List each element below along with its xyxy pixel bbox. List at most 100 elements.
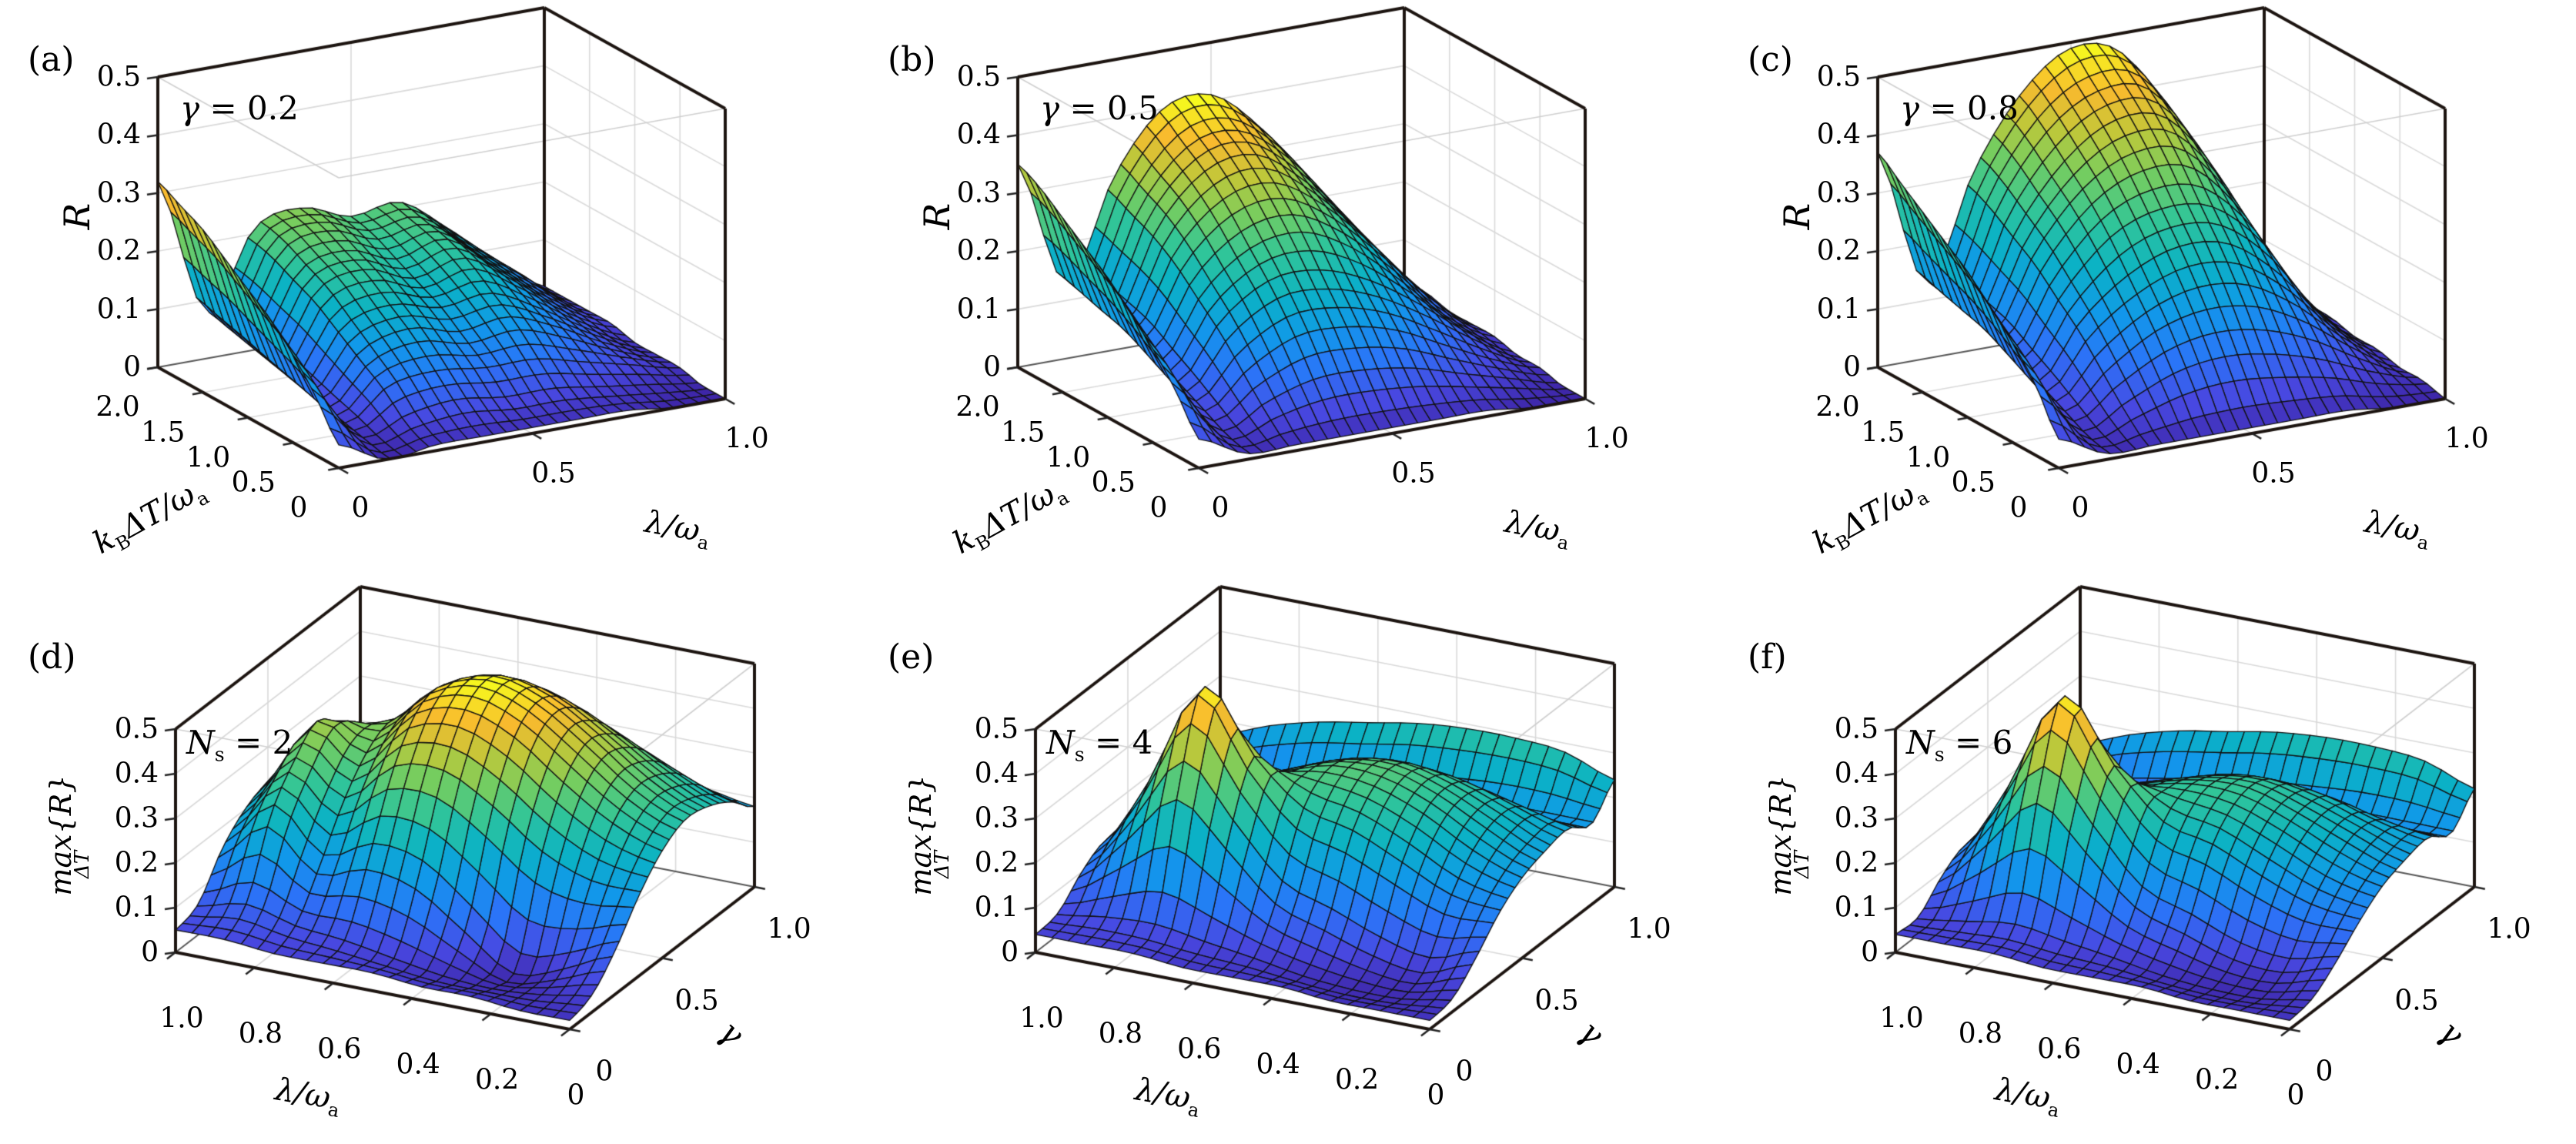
tick-label: 1.0 [1879, 1002, 1924, 1035]
tick-label: 0.1 [1816, 293, 1861, 326]
tick-label: 1.0 [724, 423, 769, 455]
tick-label: 0.4 [114, 758, 159, 790]
tick-label: 0.1 [96, 293, 141, 326]
tick-label: 0.5 [1091, 467, 1136, 499]
tick-label: 1.5 [1861, 416, 1905, 449]
tick-label: 1.0 [186, 442, 231, 473]
tick-label: 0.2 [956, 235, 1001, 267]
tick-label: 1.0 [2444, 423, 2489, 455]
tick-label: 2.0 [955, 391, 1000, 423]
tick-label: 0.2 [474, 1064, 520, 1096]
tick-label: 0.5 [956, 61, 1001, 93]
tick-label: 0 [351, 492, 370, 524]
tick-label: 0.2 [1834, 847, 1878, 879]
tick-label: 0.5 [2251, 457, 2296, 490]
tick-label: 0.1 [1834, 891, 1878, 924]
tick-label: 0 [141, 936, 159, 968]
tick-label: 0.5 [1816, 61, 1861, 93]
tick-label: 0.5 [1534, 985, 1579, 1016]
panel-f-letter: (f) [1748, 637, 1787, 677]
tick-label: 0 [2287, 1079, 2305, 1112]
panel-b-z-axis-label: R [916, 202, 958, 230]
panel-f-z-axis-label: max{R} ΔT [1764, 774, 1814, 896]
tick-label: 1.0 [2487, 913, 2531, 945]
tick-label: 0.5 [1951, 467, 1996, 499]
tick-label: 0.6 [1177, 1033, 1222, 1065]
tick-label: 1.5 [141, 416, 186, 449]
tick-label: 0.5 [674, 985, 719, 1016]
tick-label: 0.5 [1834, 713, 1878, 745]
tick-label: 0.4 [2116, 1049, 2160, 1081]
tick-label: 0.8 [1958, 1018, 2003, 1050]
tick-label: 0.3 [96, 177, 141, 209]
panel-c-annotation: γ = 0.8 [1900, 89, 2019, 127]
tick-label: 0.2 [96, 235, 141, 267]
tick-label: 0.6 [2037, 1033, 2082, 1065]
tick-label: 1.5 [1001, 416, 1045, 449]
tick-label: 1.0 [1905, 442, 1951, 473]
tick-label: 0 [1861, 936, 1878, 968]
tick-label: 0 [123, 351, 141, 383]
tick-label: 1.0 [1045, 442, 1091, 473]
tick-label: 0 [595, 1055, 614, 1088]
tick-label: 1.0 [1584, 423, 1629, 455]
tick-label: 0.3 [1816, 177, 1861, 209]
tick-label: 0.2 [1816, 235, 1861, 267]
panel-c-z-axis-label: R [1776, 202, 1818, 230]
panel-b-letter: (b) [888, 40, 936, 79]
tick-label: 0 [1001, 936, 1019, 968]
tick-label: 0.5 [2394, 985, 2439, 1016]
tick-label: 0.5 [1391, 457, 1436, 490]
tick-label: 0.4 [974, 758, 1019, 790]
tick-label: 0.8 [1098, 1018, 1143, 1050]
tick-label: 0.2 [114, 847, 159, 879]
tick-label: 0 [289, 492, 308, 524]
panel-e-letter: (e) [888, 637, 935, 677]
tick-label: 0.4 [956, 119, 1001, 151]
tick-label: 0 [2009, 492, 2028, 524]
tick-label: 0 [1211, 492, 1229, 524]
tick-label: 0.4 [396, 1049, 440, 1081]
tick-label: 0.8 [238, 1018, 283, 1050]
tick-label: 0.6 [317, 1033, 362, 1065]
panel-d-letter: (d) [28, 637, 76, 677]
tick-label: 0.5 [531, 457, 576, 490]
panel-a-annotation: γ = 0.2 [180, 89, 299, 127]
tick-label: 0.3 [956, 177, 1001, 209]
tick-label: 0.3 [114, 802, 159, 835]
tick-label: 0 [567, 1079, 585, 1112]
tick-label: 0.5 [974, 713, 1019, 745]
tick-label: 0.4 [1834, 758, 1878, 790]
tick-label: 0.1 [114, 891, 159, 924]
panel-f-annotation: Ns = 6 [1906, 724, 2013, 766]
panel-a-letter: (a) [28, 40, 75, 79]
tick-label: 0 [1149, 492, 1168, 524]
panel-d-annotation: Ns = 2 [186, 724, 293, 766]
panel-e-annotation: Ns = 4 [1046, 724, 1153, 766]
panel-b-annotation: γ = 0.5 [1040, 89, 1159, 127]
tick-label: 0.3 [1834, 802, 1878, 835]
panel-a-z-axis-label: R [56, 202, 98, 230]
tick-label: 0.3 [974, 802, 1019, 835]
panel-d-z-axis-label: max{R} ΔT [44, 774, 94, 896]
tick-label: 0 [1843, 351, 1861, 383]
tick-label: 0.1 [974, 891, 1019, 924]
panel-e-z-axis-label: max{R} ΔT [904, 774, 954, 896]
tick-label: 1.0 [159, 1002, 204, 1035]
tick-label: 1.0 [1019, 1002, 1064, 1035]
tick-label: 1.0 [1627, 913, 1671, 945]
tick-label: 0.2 [2194, 1064, 2240, 1096]
tick-label: 0.5 [114, 713, 159, 745]
tick-label: 0.4 [1256, 1049, 1300, 1081]
tick-label: 2.0 [1815, 391, 1860, 423]
tick-label: 0.5 [96, 61, 141, 93]
tick-label: 0.5 [231, 467, 276, 499]
tick-label: 1.0 [767, 913, 811, 945]
tick-label: 0 [983, 351, 1001, 383]
tick-label: 0.2 [974, 847, 1019, 879]
tick-label: 0 [2315, 1055, 2333, 1088]
tick-label: 0.2 [1334, 1064, 1380, 1096]
tick-label: 0.1 [956, 293, 1001, 326]
